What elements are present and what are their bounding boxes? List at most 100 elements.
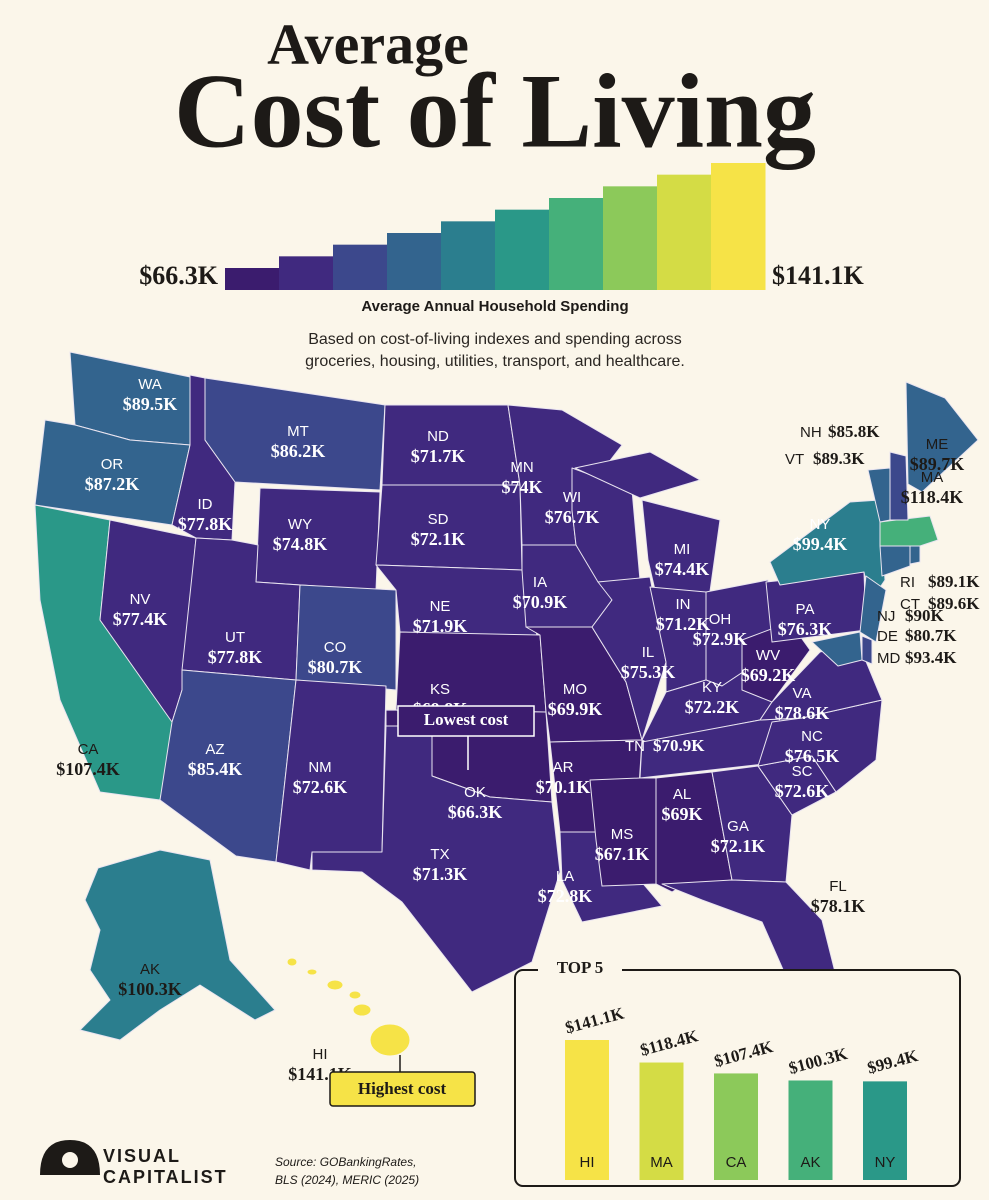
state-abbr: WV bbox=[756, 647, 780, 664]
state-value: $87.2K bbox=[85, 474, 140, 494]
state-value: $71.7K bbox=[411, 446, 466, 466]
state-abbr: CO bbox=[324, 639, 347, 656]
state-abbr: TN bbox=[625, 738, 645, 755]
state-abbr: WA bbox=[138, 376, 162, 393]
bar bbox=[788, 1080, 833, 1180]
state-abbr: ND bbox=[427, 428, 449, 445]
state-shape bbox=[306, 968, 318, 976]
state-value: $74K bbox=[501, 477, 542, 497]
legend-swatch bbox=[711, 163, 766, 290]
bar bbox=[714, 1073, 758, 1180]
bar-category: HI bbox=[580, 1154, 595, 1171]
state-abbr: MI bbox=[674, 541, 691, 558]
legend-swatch bbox=[657, 174, 712, 290]
callout-text: Highest cost bbox=[358, 1079, 447, 1098]
top5-title-bg bbox=[538, 958, 622, 982]
description-line: groceries, housing, utilities, transport… bbox=[305, 353, 685, 370]
state-abbr: LA bbox=[556, 868, 574, 885]
state-shape bbox=[369, 1023, 411, 1057]
state-value: $71.3K bbox=[413, 864, 468, 884]
state-shape bbox=[889, 451, 909, 521]
title-top: Average bbox=[267, 11, 469, 76]
state-value: $90K bbox=[905, 606, 945, 625]
state-shape bbox=[879, 515, 939, 547]
state-shape bbox=[204, 377, 386, 491]
state-value: $72.6K bbox=[775, 781, 830, 801]
legend-caption: Average Annual Household Spending bbox=[361, 298, 628, 315]
state-abbr: AZ bbox=[205, 741, 224, 758]
state-value: $76.3K bbox=[778, 619, 833, 639]
state-abbr: SC bbox=[792, 763, 813, 780]
state-value: $74.8K bbox=[273, 534, 328, 554]
state-abbr: UT bbox=[225, 629, 245, 646]
source: Source: GOBankingRates, bbox=[275, 1155, 416, 1169]
logo-text: VISUAL bbox=[103, 1146, 181, 1166]
state-shape bbox=[861, 635, 873, 665]
state-abbr: ME bbox=[926, 436, 949, 453]
state-value: $71.9K bbox=[413, 616, 468, 636]
state-value: $69.2K bbox=[741, 665, 796, 685]
state-shape bbox=[295, 584, 397, 691]
state-shape bbox=[326, 979, 344, 991]
map bbox=[34, 351, 979, 1057]
state-shape bbox=[348, 990, 362, 1000]
state-value: $78.1K bbox=[811, 896, 866, 916]
legend-max-label: $141.1K bbox=[772, 261, 865, 290]
state-value: $77.8K bbox=[208, 647, 263, 667]
state-abbr: NC bbox=[801, 728, 823, 745]
state-value: $80.7K bbox=[905, 626, 957, 645]
top5-title: TOP 5 bbox=[557, 958, 603, 977]
state-abbr: VT bbox=[785, 451, 804, 468]
state-abbr: MS bbox=[611, 826, 634, 843]
legend-swatch bbox=[333, 244, 388, 290]
state-abbr: VA bbox=[793, 685, 812, 702]
legend: $66.3K $141.1K bbox=[139, 163, 865, 290]
state-value: $69K bbox=[661, 804, 702, 824]
legend-swatch bbox=[549, 198, 604, 290]
state-abbr: NM bbox=[308, 759, 331, 776]
callout-box bbox=[397, 705, 535, 737]
bar bbox=[639, 1062, 684, 1180]
logo-text: CAPITALIST bbox=[103, 1167, 228, 1187]
state-value: $69.9K bbox=[548, 699, 603, 719]
state-shape bbox=[311, 725, 561, 993]
state-value: $85.4K bbox=[188, 759, 243, 779]
logo-icon-eye bbox=[62, 1152, 78, 1168]
state-shape bbox=[286, 957, 298, 967]
highest-callout: Highest cost bbox=[329, 1055, 476, 1107]
state-shape bbox=[381, 404, 521, 486]
legend-swatch bbox=[279, 256, 334, 290]
title-main: Cost of Living bbox=[174, 52, 816, 169]
state-value: $76.5K bbox=[785, 746, 840, 766]
state-abbr: RI bbox=[900, 574, 915, 591]
state-abbr: OR bbox=[101, 456, 124, 473]
bar-category: CA bbox=[726, 1154, 747, 1171]
state-value: $67.1K bbox=[595, 844, 650, 864]
state-abbr: NV bbox=[130, 591, 151, 608]
state-abbr: NY bbox=[810, 516, 831, 533]
bar-category: NY bbox=[875, 1154, 896, 1171]
state-shape bbox=[811, 631, 863, 667]
state-value: $72.2K bbox=[685, 697, 740, 717]
state-shape bbox=[352, 1003, 372, 1017]
state-value: $75.3K bbox=[621, 662, 676, 682]
state-value: $78.6K bbox=[775, 703, 830, 723]
state-abbr: GA bbox=[727, 818, 749, 835]
state-value: $100.3K bbox=[118, 979, 182, 999]
state-abbr: SD bbox=[428, 511, 449, 528]
state-abbr: AK bbox=[140, 961, 160, 978]
source: BLS (2024), MERIC (2025) bbox=[275, 1173, 419, 1187]
state-abbr: MA bbox=[921, 469, 944, 486]
state-value: $72.9K bbox=[693, 629, 748, 649]
state-abbr: AR bbox=[553, 759, 574, 776]
state-value: $85.8K bbox=[828, 422, 880, 441]
state-value: $72.1K bbox=[711, 836, 766, 856]
state-shape bbox=[909, 545, 921, 565]
state-value: $93.4K bbox=[905, 648, 957, 667]
state-abbr: AL bbox=[673, 786, 691, 803]
state-abbr: KS bbox=[430, 681, 450, 698]
state-value: $70.1K bbox=[536, 777, 591, 797]
state-labels: WA$89.5KOR$87.2KCA$107.4KNV$77.4KID$77.8… bbox=[56, 376, 980, 1084]
state-abbr: NJ bbox=[877, 608, 895, 625]
legend-swatch bbox=[225, 268, 280, 290]
